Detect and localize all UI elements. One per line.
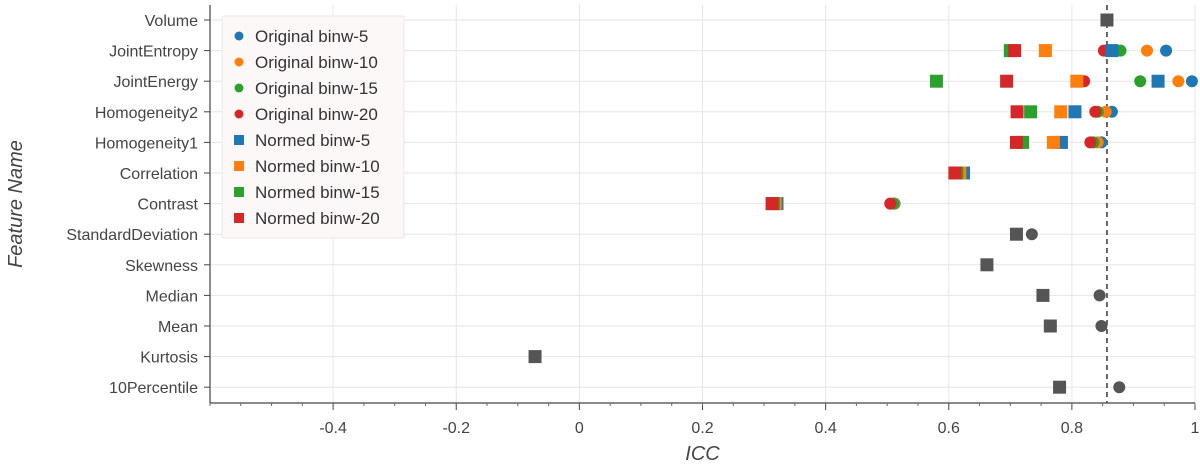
x-tick-label: -0.4: [319, 420, 347, 437]
square-data-point: [1054, 105, 1068, 119]
legend-marker: [234, 31, 244, 41]
circle-data-point: [1089, 105, 1102, 118]
square-data-point: [980, 258, 994, 272]
legend-label: Original binw-5: [255, 27, 368, 46]
circle-data-point: [1093, 289, 1106, 302]
y-tick-label: Homogeneity2: [95, 105, 198, 122]
x-tick-label: 1: [1191, 420, 1200, 437]
square-data-point: [1010, 105, 1024, 119]
x-tick-label: 0.4: [815, 420, 837, 437]
legend-marker: [234, 109, 244, 119]
square-data-point: [1068, 105, 1082, 119]
y-tick-label: JointEntropy: [109, 44, 198, 61]
y-tick-labels: Volume JointEntropy JointEnergy Homogeneity…: [66, 13, 198, 397]
legend-label: Original binw-20: [255, 105, 378, 124]
x-tick-label: 0: [575, 420, 584, 437]
square-data-point: [1024, 105, 1038, 119]
legend-marker: [234, 213, 244, 223]
x-axis-title: ICC: [685, 443, 720, 465]
square-data-point: [1100, 13, 1114, 27]
legend-marker: [234, 135, 244, 145]
square-data-point: [765, 197, 779, 211]
circle-data-point: [1185, 75, 1198, 88]
legend-marker: [234, 57, 244, 67]
legend-label: Original binw-15: [255, 79, 378, 98]
legend-marker: [234, 187, 244, 197]
x-tick-label: 0.8: [1061, 420, 1083, 437]
square-data-point: [1000, 74, 1014, 88]
square-data-point: [1038, 44, 1052, 58]
circle-data-point: [1140, 44, 1153, 57]
legend: Original binw-5 Original binw-10 Original …: [221, 15, 405, 239]
legend-label: Normed binw-5: [255, 131, 370, 150]
y-tick-label: Homogeneity1: [95, 135, 198, 152]
circle-data-point: [1025, 228, 1038, 241]
square-data-point: [1008, 44, 1022, 58]
y-tick-label: JointEnergy: [114, 74, 199, 91]
legend-label: Normed binw-15: [255, 183, 380, 202]
square-data-point: [929, 74, 943, 88]
y-tick-label: Contrast: [138, 197, 199, 214]
square-data-point: [1151, 74, 1165, 88]
square-data-point: [1046, 135, 1060, 149]
y-tick-label: Median: [146, 288, 198, 305]
circle-data-point: [1084, 136, 1097, 149]
x-tick-label: -0.2: [442, 420, 470, 437]
legend-marker: [234, 83, 244, 93]
circle-data-point: [1172, 75, 1185, 88]
y-tick-label: Skewness: [125, 258, 198, 275]
data-points: [528, 13, 1198, 394]
square-data-point: [1009, 135, 1023, 149]
y-tick-label: Correlation: [120, 166, 198, 183]
legend-label: Normed binw-10: [255, 157, 380, 176]
y-axis-title: Feature Name: [5, 140, 27, 268]
y-tick-label: StandardDeviation: [66, 227, 198, 244]
square-data-point: [1036, 288, 1050, 302]
circle-data-point: [1095, 320, 1108, 332]
square-data-point: [948, 166, 962, 180]
square-data-point: [528, 350, 542, 364]
legend-box: [221, 15, 405, 239]
legend-marker: [234, 161, 244, 171]
square-data-point: [1009, 227, 1023, 241]
circle-data-point: [884, 197, 897, 210]
x-tick-label: 0.6: [938, 420, 960, 437]
x-tick-label: 0.2: [691, 420, 713, 437]
square-data-point: [1105, 44, 1119, 58]
circle-data-point: [1113, 381, 1126, 394]
legend-label: Original binw-10: [255, 53, 378, 72]
y-tick-label: 10Percentile: [109, 380, 198, 397]
circle-data-point: [1134, 75, 1147, 88]
square-data-point: [1053, 380, 1067, 394]
circle-data-point: [1160, 44, 1173, 57]
y-tick-label: Mean: [158, 319, 198, 336]
square-data-point: [1070, 74, 1084, 88]
y-tick-label: Kurtosis: [140, 350, 198, 367]
y-tick-label: Volume: [145, 13, 198, 30]
square-data-point: [1043, 319, 1057, 333]
legend-label: Normed binw-20: [255, 209, 380, 228]
axes: [204, 5, 1196, 410]
x-tick-labels: -0.4 -0.2 0 0.2 0.4 0.6 0.8 1: [319, 420, 1199, 437]
